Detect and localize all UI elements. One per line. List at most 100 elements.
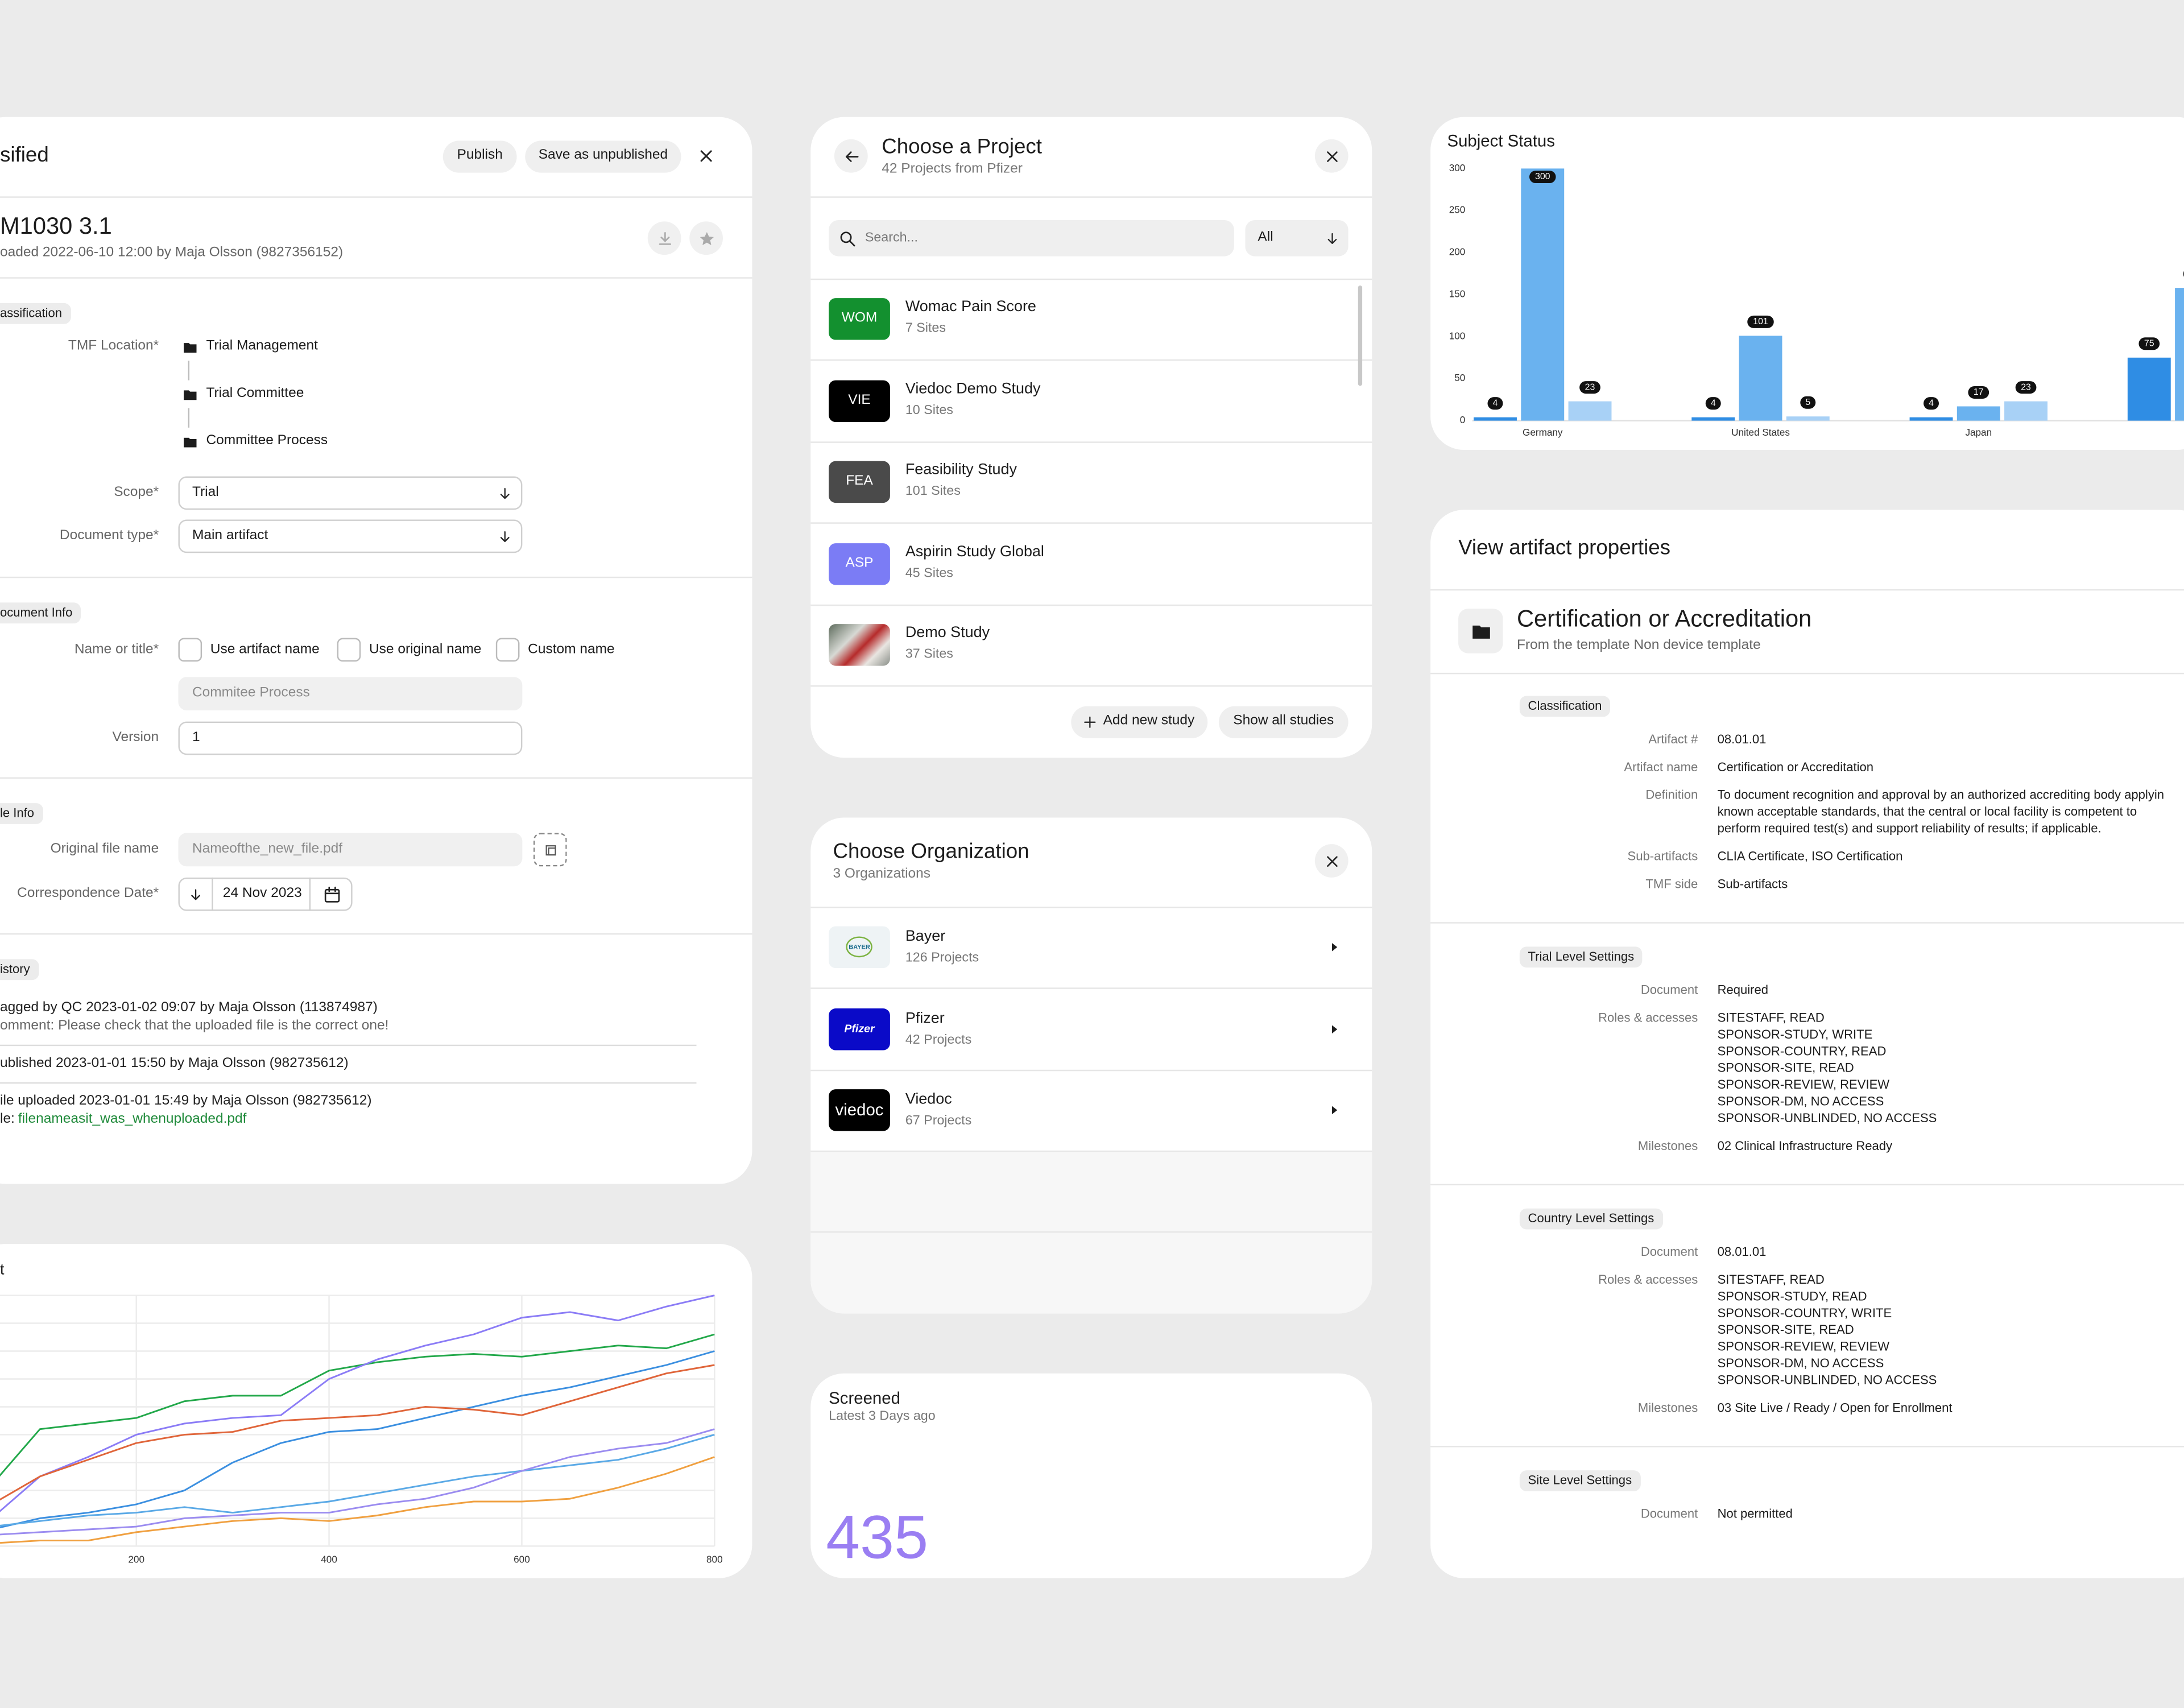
add-study-button-label[interactable]: Add new study bbox=[1103, 713, 1195, 729]
calendar-icon[interactable] bbox=[324, 886, 340, 894]
filter-arrow[interactable] bbox=[1324, 230, 1339, 246]
checkbox-label[interactable]: Use artifact name bbox=[210, 642, 320, 657]
file-button[interactable] bbox=[533, 833, 567, 867]
checkbox-label[interactable]: Custom name bbox=[528, 642, 615, 657]
property-label: Roles & accesses bbox=[1598, 1010, 1698, 1025]
file-icon[interactable] bbox=[541, 841, 559, 859]
organization-name[interactable]: Bayer bbox=[905, 928, 946, 945]
row-caret[interactable] bbox=[1332, 943, 1338, 952]
download-button-icon[interactable] bbox=[655, 229, 673, 247]
project-row[interactable] bbox=[810, 605, 1372, 685]
row-caret[interactable] bbox=[1327, 1103, 1341, 1117]
folder-icon bbox=[183, 342, 196, 352]
publish-button[interactable] bbox=[442, 140, 517, 172]
file-icon[interactable] bbox=[545, 844, 556, 855]
section-chip: ocument Info bbox=[0, 602, 81, 623]
close-button-icon[interactable] bbox=[1322, 147, 1341, 165]
select-arrow[interactable] bbox=[497, 528, 512, 544]
add-study-button-icon[interactable] bbox=[1083, 716, 1095, 727]
search-icon[interactable] bbox=[848, 239, 855, 246]
select-value[interactable]: Trial bbox=[192, 485, 219, 501]
date-arrow[interactable] bbox=[191, 888, 200, 900]
organization-row[interactable] bbox=[810, 1070, 1372, 1151]
value-label-bg bbox=[1705, 397, 1721, 410]
organization-name[interactable]: Viedoc bbox=[905, 1091, 952, 1108]
scrollbar bbox=[1358, 286, 1363, 386]
search-icon[interactable] bbox=[838, 229, 856, 247]
add-study-button-icon[interactable] bbox=[1082, 714, 1097, 729]
select[interactable] bbox=[178, 519, 523, 553]
project-name[interactable]: Feasibility Study bbox=[905, 461, 1017, 478]
divider bbox=[1430, 589, 2184, 591]
calendar-icon[interactable] bbox=[324, 888, 340, 902]
search-placeholder[interactable]: Search... bbox=[864, 230, 918, 246]
tmf-node: Trial Committee bbox=[206, 386, 304, 402]
date-value[interactable]: 24 Nov 2023 bbox=[222, 886, 302, 901]
select-value[interactable]: Main artifact bbox=[192, 528, 268, 544]
history-line: ublished 2023-01-01 15:50 by Maja Olsson… bbox=[0, 1056, 349, 1072]
close-button-icon[interactable] bbox=[1322, 852, 1341, 870]
property-value: SITESTAFF, READ bbox=[1717, 1272, 1825, 1287]
close-button-icon[interactable] bbox=[1326, 151, 1337, 162]
bar bbox=[1474, 417, 1517, 421]
date-arrow[interactable] bbox=[187, 887, 202, 902]
bar bbox=[1739, 336, 1782, 421]
select-arrow[interactable] bbox=[497, 485, 512, 501]
property-label: Artifact # bbox=[1648, 732, 1698, 746]
project-row[interactable] bbox=[810, 360, 1372, 441]
checkbox[interactable] bbox=[495, 638, 520, 662]
project-name[interactable]: Aspirin Study Global bbox=[905, 543, 1044, 560]
divider bbox=[810, 685, 1372, 687]
calendar-icon[interactable] bbox=[322, 885, 341, 903]
favorite-button-icon[interactable] bbox=[699, 231, 713, 245]
publish-button-label[interactable]: Publish bbox=[457, 147, 503, 163]
row-caret[interactable] bbox=[1327, 1022, 1341, 1035]
property-value: SPONSOR-UNBLINDED, NO ACCESS bbox=[1717, 1111, 1937, 1125]
close-icon[interactable] bbox=[696, 146, 715, 166]
filter-arrow[interactable] bbox=[1327, 232, 1337, 243]
show-all-button-label[interactable]: Show all studies bbox=[1233, 713, 1334, 729]
file-icon[interactable] bbox=[547, 846, 556, 855]
save-button[interactable] bbox=[525, 140, 681, 172]
row-caret[interactable] bbox=[1332, 1106, 1338, 1114]
project-row[interactable] bbox=[810, 523, 1372, 604]
select[interactable] bbox=[178, 476, 523, 510]
close-button-icon[interactable] bbox=[1326, 855, 1337, 866]
project-row[interactable] bbox=[810, 441, 1372, 522]
search-icon[interactable] bbox=[839, 231, 851, 243]
project-badge bbox=[829, 542, 890, 585]
project-name[interactable]: Viedoc Demo Study bbox=[905, 380, 1041, 397]
value-label: 4 bbox=[1929, 398, 1934, 408]
select-arrow[interactable] bbox=[499, 530, 509, 541]
line bbox=[0, 1350, 715, 1529]
checkbox[interactable] bbox=[337, 638, 361, 662]
show-all-button[interactable] bbox=[1218, 705, 1349, 738]
property-value: Certification or Accreditation bbox=[1717, 760, 1874, 774]
file-link[interactable]: filenameasit_was_whenuploaded.pdf bbox=[18, 1111, 247, 1127]
field-label: TMF Location* bbox=[68, 338, 159, 354]
close-icon[interactable] bbox=[700, 150, 712, 162]
save-button-label[interactable]: Save as unpublished bbox=[538, 147, 668, 163]
back-button-icon[interactable] bbox=[842, 147, 860, 165]
back-button-icon[interactable] bbox=[845, 151, 858, 162]
organization-row[interactable] bbox=[810, 907, 1372, 987]
input-value[interactable]: 1 bbox=[192, 730, 200, 746]
search-box[interactable] bbox=[829, 220, 1234, 257]
divider bbox=[810, 441, 1372, 442]
divider bbox=[810, 907, 1372, 908]
project-name[interactable]: Demo Study bbox=[905, 625, 990, 642]
favorite-button-icon[interactable] bbox=[697, 229, 715, 247]
checkbox-label[interactable]: Use original name bbox=[369, 642, 482, 657]
row-caret[interactable] bbox=[1332, 1024, 1338, 1033]
organization-name[interactable]: Pfizer bbox=[905, 1010, 945, 1027]
project-name[interactable]: Womac Pain Score bbox=[905, 299, 1036, 316]
filter-value[interactable]: All bbox=[1258, 230, 1273, 246]
project-row[interactable] bbox=[810, 279, 1372, 359]
organization-row[interactable] bbox=[810, 989, 1372, 1069]
checkbox[interactable] bbox=[178, 638, 202, 662]
row-caret[interactable] bbox=[1327, 940, 1341, 954]
select-arrow[interactable] bbox=[499, 487, 509, 498]
download-button-icon[interactable] bbox=[658, 231, 671, 245]
text-input[interactable] bbox=[178, 721, 523, 755]
date-input[interactable] bbox=[178, 877, 353, 911]
